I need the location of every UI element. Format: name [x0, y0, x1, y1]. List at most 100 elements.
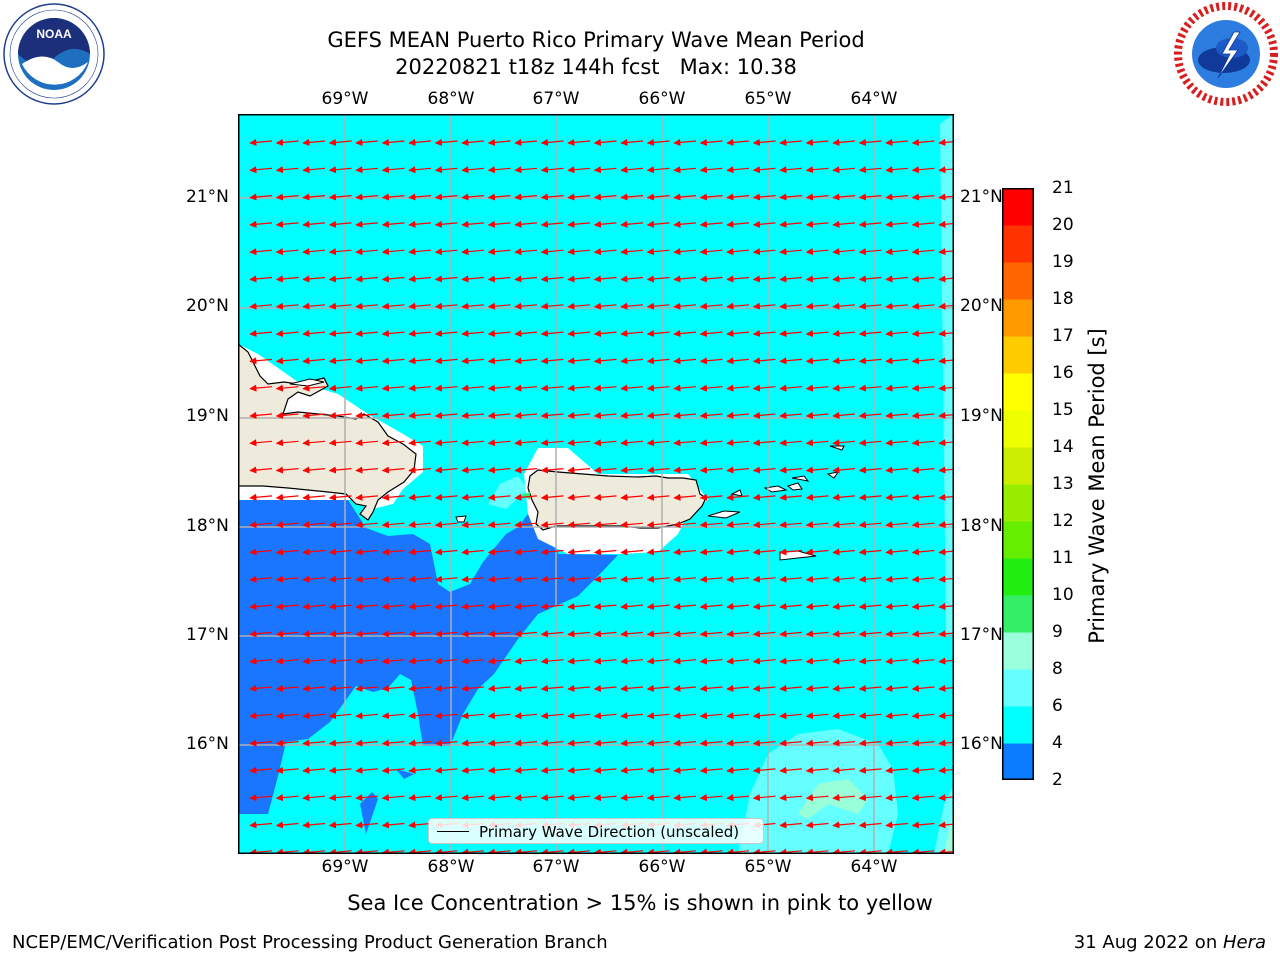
direction-arrow	[408, 739, 432, 747]
direction-arrow	[858, 193, 882, 201]
direction-arrow	[885, 848, 909, 854]
direction-arrow	[249, 575, 273, 583]
direction-arrow	[249, 766, 273, 774]
direction-arrow	[275, 712, 299, 720]
direction-arrow	[302, 657, 326, 665]
direction-arrow	[779, 602, 803, 611]
colorbar-tick-label: 15	[1052, 400, 1074, 420]
direction-arrow	[434, 384, 458, 392]
direction-arrow	[249, 521, 273, 529]
direction-arrow	[779, 275, 803, 283]
colorbar-tick-label: 16	[1052, 363, 1074, 383]
direction-arrow	[911, 739, 935, 747]
direction-arrow	[646, 193, 670, 201]
direction-arrow	[434, 220, 458, 228]
direction-arrow	[514, 220, 538, 228]
direction-arrow	[752, 602, 776, 611]
direction-arrow	[514, 848, 538, 854]
direction-arrow	[646, 766, 670, 774]
direction-arrow	[355, 712, 379, 720]
direction-arrow	[514, 466, 538, 474]
direction-arrow	[858, 166, 882, 174]
direction-arrow	[381, 439, 405, 447]
direction-arrow	[514, 411, 538, 419]
direction-arrow	[275, 466, 299, 474]
direction-arrow	[434, 712, 458, 720]
direction-arrow	[381, 329, 405, 338]
direction-arrow	[752, 794, 776, 802]
direction-arrow	[328, 684, 352, 692]
direction-arrow	[911, 521, 935, 529]
colorbar-segment	[1002, 669, 1034, 707]
island	[730, 489, 743, 497]
direction-arrow	[911, 138, 935, 146]
direction-arrow	[593, 521, 617, 529]
direction-arrow	[726, 193, 750, 201]
direction-arrow	[726, 794, 750, 802]
direction-arrow	[381, 220, 405, 228]
direction-arrow	[408, 493, 432, 501]
direction-arrow	[487, 630, 511, 638]
direction-arrow	[514, 521, 538, 529]
direction-arrow	[885, 521, 909, 529]
direction-arrow	[567, 138, 591, 146]
direction-arrow	[858, 248, 882, 256]
direction-arrow	[673, 138, 697, 146]
direction-arrow	[726, 439, 750, 447]
direction-arrow	[805, 493, 829, 501]
direction-arrow	[938, 411, 954, 419]
direction-arrow	[646, 138, 670, 146]
direction-arrow	[249, 848, 273, 854]
direction-arrow	[911, 166, 935, 174]
direction-arrow	[302, 548, 326, 556]
direction-arrow	[620, 302, 644, 310]
direction-arrow	[911, 275, 935, 283]
direction-arrow	[779, 166, 803, 174]
direction-arrow	[434, 575, 458, 583]
direction-arrow	[381, 575, 405, 583]
island	[763, 485, 788, 493]
direction-arrow	[646, 329, 670, 338]
direction-arrow	[858, 602, 882, 611]
direction-arrow	[540, 657, 564, 665]
footer-date: 31 Aug 2022 on Hera	[1074, 932, 1266, 953]
direction-arrow	[885, 248, 909, 256]
direction-arrow	[408, 329, 432, 338]
direction-arrow	[461, 684, 485, 692]
direction-arrow	[461, 548, 485, 556]
direction-arrow	[540, 684, 564, 692]
direction-arrow	[938, 602, 954, 611]
footer-machine: Hera	[1222, 932, 1266, 953]
direction-arrow	[673, 384, 697, 392]
direction-arrow	[514, 357, 538, 365]
direction-arrow	[408, 630, 432, 638]
direction-arrow	[699, 657, 723, 665]
direction-arrow	[567, 439, 591, 447]
direction-arrow	[275, 602, 299, 611]
direction-arrow	[461, 657, 485, 665]
direction-arrow	[726, 384, 750, 392]
direction-arrow	[620, 248, 644, 256]
direction-arrow	[938, 575, 954, 583]
direction-arrow	[646, 357, 670, 365]
direction-arrow	[381, 466, 405, 474]
direction-arrow	[381, 657, 405, 665]
direction-arrow	[726, 684, 750, 692]
direction-arrow	[434, 794, 458, 802]
direction-arrow	[779, 439, 803, 447]
direction-arrow	[699, 248, 723, 256]
direction-arrow	[461, 384, 485, 392]
direction-arrow	[461, 193, 485, 201]
direction-arrow	[355, 329, 379, 338]
direction-arrow	[302, 329, 326, 338]
colorbar-segment	[1002, 336, 1034, 374]
direction-arrow	[885, 575, 909, 583]
direction-arrow	[673, 302, 697, 310]
direction-arrow	[567, 466, 591, 474]
chart-subtitle: 20220821 t18z 144h fcst Max: 10.38	[395, 55, 797, 79]
direction-arrow	[779, 493, 803, 501]
direction-arrow	[620, 794, 644, 802]
direction-arrow	[832, 220, 856, 228]
direction-arrow	[752, 384, 776, 392]
direction-arrow	[805, 739, 829, 747]
